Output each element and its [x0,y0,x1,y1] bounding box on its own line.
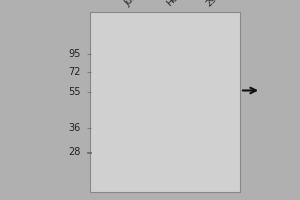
Bar [194,72,220,75]
Text: 72: 72 [68,67,81,77]
Bar [108,49,138,54]
Bar [153,89,177,92]
Bar [106,16,140,188]
Bar [108,88,138,92]
Bar [108,64,138,71]
Text: Jurkat: Jurkat [123,0,148,8]
Text: 55: 55 [68,87,81,97]
Bar [192,88,222,92]
Bar [194,77,220,81]
Bar [156,99,174,101]
Text: 95: 95 [69,49,81,59]
Bar [108,83,138,87]
Bar [108,73,138,78]
Text: 293: 293 [204,0,223,8]
Text: 28: 28 [69,147,81,157]
Bar [192,64,222,70]
Bar [148,16,182,188]
Bar [190,16,224,188]
Text: 36: 36 [69,123,81,133]
Text: HepG2: HepG2 [165,0,193,8]
